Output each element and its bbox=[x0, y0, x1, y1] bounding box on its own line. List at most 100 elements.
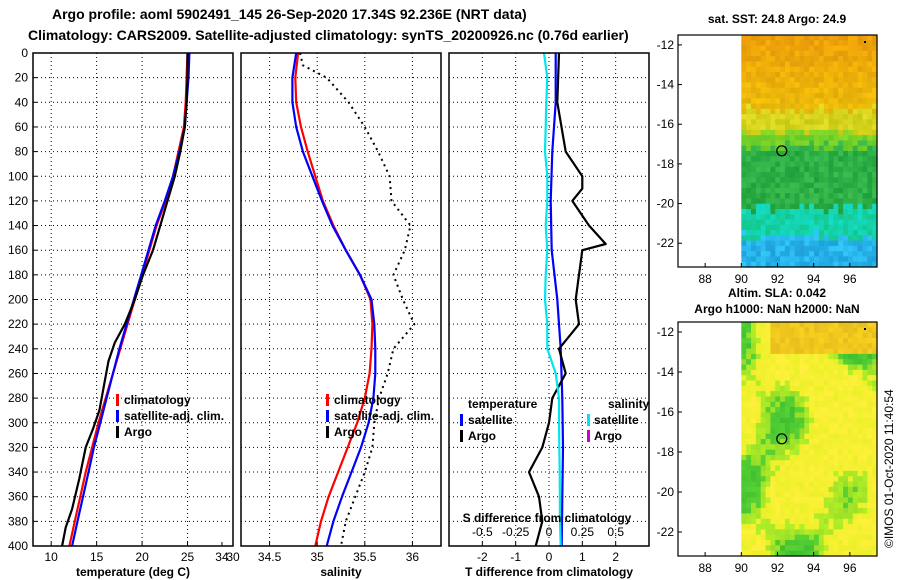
map-cell bbox=[746, 98, 752, 105]
map-cell bbox=[862, 518, 868, 525]
map-cell bbox=[857, 45, 864, 52]
map-cell bbox=[775, 166, 781, 173]
map-cell bbox=[814, 261, 820, 268]
map-cell bbox=[741, 187, 747, 194]
map-cell bbox=[770, 50, 776, 57]
map-cell bbox=[852, 35, 859, 41]
map-cell bbox=[862, 124, 868, 131]
map-cell bbox=[789, 87, 796, 94]
map-cell bbox=[789, 71, 796, 78]
map-cell bbox=[862, 103, 868, 110]
map-cell bbox=[741, 417, 747, 424]
map-cell bbox=[741, 359, 747, 366]
map-cell bbox=[852, 203, 859, 210]
map-cell bbox=[755, 444, 762, 451]
map-cell bbox=[867, 454, 873, 461]
map-y-tick-label: -12 bbox=[657, 38, 675, 52]
map-cell bbox=[814, 433, 820, 440]
map-cell bbox=[760, 337, 767, 344]
map-cell bbox=[794, 492, 801, 499]
map-cell bbox=[784, 391, 791, 398]
map-cell bbox=[843, 129, 849, 136]
map-cell bbox=[784, 486, 791, 493]
map-cell bbox=[852, 182, 859, 189]
map-cell bbox=[755, 108, 762, 115]
map-cell bbox=[760, 545, 767, 552]
map-cell bbox=[741, 230, 747, 236]
map-cell bbox=[780, 492, 786, 499]
map-cell bbox=[799, 385, 805, 392]
map-cell bbox=[814, 454, 820, 461]
map-cell bbox=[847, 476, 854, 483]
map-cell bbox=[784, 135, 791, 142]
map-cell bbox=[760, 261, 767, 268]
map-cell bbox=[741, 256, 747, 263]
map-cell bbox=[823, 396, 830, 403]
map-cell bbox=[751, 353, 757, 360]
map-cell bbox=[838, 108, 844, 115]
map-cell bbox=[746, 502, 752, 509]
map-cell bbox=[843, 385, 849, 392]
map-cell bbox=[809, 140, 815, 147]
map-cell bbox=[828, 444, 834, 451]
map-cell bbox=[765, 61, 771, 68]
map-cell bbox=[823, 423, 830, 429]
map-cell bbox=[760, 524, 767, 531]
legend-swatch bbox=[587, 414, 590, 426]
series-s-satellite bbox=[542, 52, 562, 547]
map-cell bbox=[794, 145, 801, 152]
map-cell bbox=[867, 129, 873, 136]
map-cell bbox=[751, 108, 757, 115]
map-cell bbox=[867, 140, 873, 147]
x-secondary-tick-label: -0.5 bbox=[472, 525, 493, 539]
map-cell bbox=[843, 193, 849, 200]
map-cell bbox=[867, 119, 873, 126]
map-cell bbox=[789, 240, 796, 247]
credit-text: ©IMOS 01-Oct-2020 11:40:54 bbox=[882, 389, 896, 548]
map-cell bbox=[751, 224, 757, 231]
map-cell bbox=[755, 240, 762, 247]
map-cell bbox=[843, 161, 849, 168]
map-cell bbox=[814, 98, 820, 105]
map-cell bbox=[862, 486, 868, 493]
map-cell bbox=[799, 423, 805, 429]
map-cell bbox=[847, 251, 854, 258]
map-cell bbox=[770, 423, 776, 429]
map-cell bbox=[843, 497, 849, 504]
map-cell bbox=[872, 61, 878, 68]
map-cell bbox=[814, 77, 820, 84]
map-cell bbox=[823, 124, 830, 131]
map-cell bbox=[784, 353, 791, 360]
map-cell bbox=[818, 513, 825, 520]
map-cell bbox=[857, 364, 864, 371]
map-cell bbox=[770, 401, 776, 408]
map-cell bbox=[780, 198, 786, 205]
map-cell bbox=[847, 391, 854, 398]
map-cell bbox=[755, 359, 762, 366]
map-cell bbox=[809, 103, 815, 110]
map-cell bbox=[804, 108, 810, 115]
map-cell bbox=[814, 353, 820, 360]
map-cell bbox=[809, 124, 815, 131]
map-cell bbox=[784, 417, 791, 424]
map-cell bbox=[760, 219, 767, 226]
map-cell bbox=[770, 45, 776, 52]
map-cell bbox=[765, 177, 771, 184]
map-cell bbox=[780, 369, 786, 376]
map-cell bbox=[852, 198, 859, 205]
map-cell bbox=[804, 428, 810, 435]
map-cell bbox=[760, 240, 767, 247]
map-cell bbox=[872, 108, 878, 115]
map-cell bbox=[867, 77, 873, 84]
map-cell bbox=[755, 193, 762, 200]
map-cell bbox=[857, 240, 864, 247]
map-cell bbox=[823, 364, 830, 371]
series-satellite-adj-clim- bbox=[291, 52, 377, 547]
map-cell bbox=[823, 187, 830, 194]
map-cell bbox=[804, 369, 810, 376]
map-cell bbox=[828, 337, 834, 344]
map-cell bbox=[746, 385, 752, 392]
map-cell bbox=[741, 245, 747, 252]
map-cell bbox=[760, 87, 767, 94]
map-cell bbox=[765, 337, 771, 344]
